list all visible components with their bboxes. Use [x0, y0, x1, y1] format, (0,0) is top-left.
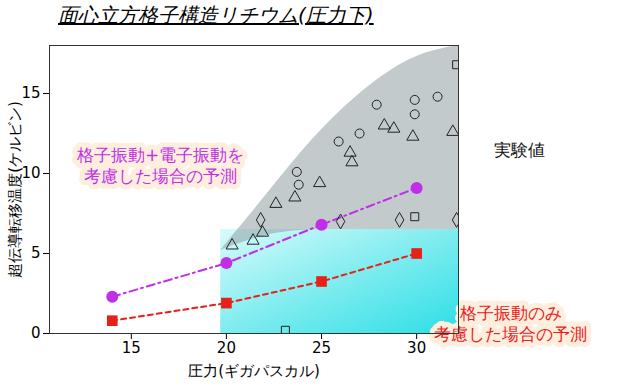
svg-text:0: 0: [31, 324, 41, 342]
svg-text:20: 20: [217, 339, 236, 357]
svg-text:10: 10: [21, 164, 40, 182]
svg-text:格子振動のみ考慮した場合の予測: 格子振動のみ考慮した場合の予測: [434, 303, 587, 344]
svg-text:圧力(ギガパスカル): 圧力(ギガパスカル): [188, 362, 320, 380]
html-text:面心立方格子構造リチウム(圧力下): 面心立方格子構造リチウム(圧力下): [58, 3, 374, 27]
svg-text:25: 25: [312, 339, 331, 357]
svg-text:実験値: 実験値: [494, 140, 545, 160]
svg-text:15: 15: [21, 84, 40, 102]
svg-text:超伝導転移温度(ケルビン): 超伝導転移温度(ケルビン): [6, 101, 24, 278]
svg-text:15: 15: [122, 339, 141, 357]
svg-text:30: 30: [407, 339, 426, 357]
svg-text:5: 5: [31, 244, 41, 262]
svg-text:格子振動+電子振動を考慮した場合の予測: 格子振動+電子振動を考慮した場合の予測: [76, 145, 244, 186]
